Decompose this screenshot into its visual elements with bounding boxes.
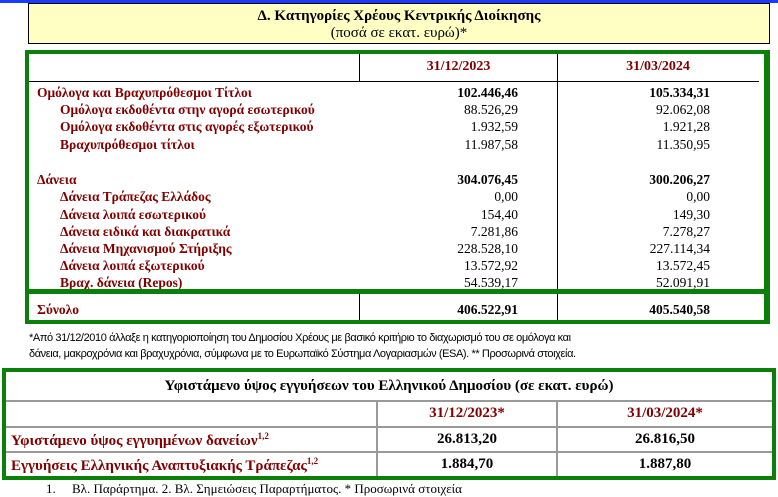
value-2024: 0,00 [686,189,710,204]
row-label: Δάνεια λοιπά εσωτερικού [60,207,207,222]
guarantees-title: Υφιστάμενο ύψος εγγυήσεων του Ελληνικού … [164,378,614,394]
value-2024: 227.114,34 [649,241,710,256]
table-row: Ομόλογα και Βραχυπρόθεσμοι Τίτλοι 102.44… [29,85,764,102]
value-2023: 304.076,45 [457,172,518,187]
note-line-1: *Από 31/12/2010 άλλαξε η κατηγοριοποίηση… [29,332,571,344]
row-label: Ομόλογα και Βραχυπρόθεσμοι Τίτλοι [37,85,252,100]
column-header-2023: 31/12/2023 [426,59,491,74]
total-separator [29,289,764,294]
value-2023: 88.526,29 [464,102,518,117]
total-label: Σύνολο [37,302,79,317]
value-2024: 11.350,95 [656,137,711,152]
table-row: Δάνεια 304.076,45 300.206,27 [29,172,764,189]
row-label: Δάνεια Μηχανισμού Στήριξης [60,241,232,256]
guarantee-2023: 1.884,70 [440,456,494,472]
guarantees-table: Υφιστάμενο ύψος εγγυήσεων του Ελληνικού … [2,368,776,480]
label-text: Υφιστάμενο ύψος εγγυημένων δανείων [11,433,258,449]
footnote-ref: 1,2 [306,456,319,466]
table-row: Δάνεια λοιπά εξωτερικού 13.572,92 13.572… [29,258,764,275]
total-2024: 405.540,58 [649,302,710,317]
value-2024: 105.334,31 [649,85,710,100]
footer-text: Βλ. Παράρτημα. 2. Βλ. Σημειώσεις Παραρτή… [72,481,462,496]
row-label: Δάνεια λοιπά εξωτερικού [60,258,205,273]
guarantee-label: Υφιστάμενο ύψος εγγυημένων δανείων1,2 [11,431,269,450]
value-2023: 11.987,58 [464,137,519,152]
value-2023: 13.572,92 [464,258,518,273]
label-text: Εγγυήσεις Ελληνικής Αναπτυξιακής Τράπεζα… [11,458,307,474]
row-label: Ομόλογα εκδοθέντα στις αγορές εξωτερικού [60,119,314,134]
total-row: Σύνολο 406.522,91 405.540,58 [29,302,764,319]
value-2023: 7.281,86 [470,224,518,239]
value-2024: 1.921,28 [662,119,710,134]
guarantee-row: Υφιστάμενο ύψος εγγυημένων δανείων1,2 26… [6,428,772,451]
section-title: Δ. Κατηγορίες Χρέους Κεντρικής Διοίκησης [257,8,541,24]
row-label: Βραχ. δάνεια (Repos) [60,275,183,290]
table-row: Βραχυπρόθεσμοι τίτλοι 11.987,58 11.350,9… [29,137,764,154]
value-2024: 7.278,27 [662,224,710,239]
row-label: Δάνεια ειδικά και διακρατικά [60,224,231,239]
table-row: Δάνεια λοιπά εσωτερικού 154,40 149,30 [29,207,764,224]
table-row: Βραχ. δάνεια (Repos) 54.539,17 52.091,91 [29,275,764,292]
value-2024: 52.091,91 [656,275,710,290]
guarantee-2024: 1.887,80 [638,456,692,472]
value-2023: 1.932,59 [470,119,518,134]
column-header-2024: 31/03/2024 [626,59,690,74]
note-line-2: δάνεια, μακροχρόνια και βραχυχρόνια, σύμ… [29,348,576,360]
value-2024: 92.062,08 [656,102,710,117]
table-row: Δάνεια Μηχανισμού Στήριξης 228.528,10 22… [29,241,764,258]
row-label: Ομόλογα εκδοθέντα στην αγορά εσωτερικού [60,102,315,117]
value-2023: 228.528,10 [457,241,518,256]
footnote-ref: 1,2 [257,431,269,441]
value-2024: 13.572,45 [656,258,710,273]
debt-categories-table: 31/12/2023 31/03/2024 Ομόλογα και Βραχυπ… [25,50,770,324]
value-2023: 54.539,17 [464,275,518,290]
section-header: Δ. Κατηγορίες Χρέους Κεντρικής Διοίκησης… [28,3,770,44]
row-label: Δάνεια [37,172,77,187]
table-row: Ομόλογα εκδοθέντα στις αγορές εξωτερικού… [29,119,764,136]
top-border [0,0,778,3]
table-row: Δάνεια Τράπεζας Ελλάδος 0,00 0,00 [29,189,764,206]
row-label: Βραχυπρόθεσμοι τίτλοι [60,137,195,152]
section-subtitle: (ποσά σε εκατ. ευρώ)* [330,25,468,41]
table-row: Δάνεια ειδικά και διακρατικά 7.281,86 7.… [29,224,764,241]
value-2023: 0,00 [494,189,518,204]
footer-number: 1. [46,481,56,496]
value-2024: 149,30 [672,207,710,222]
guarantees-column-2024: 31/03/2024* [627,405,703,421]
classification-note: *Από 31/12/2010 άλλαξε η κατηγοριοποίηση… [29,330,576,362]
table-row: Ομόλογα εκδοθέντα στην αγορά εσωτερικού … [29,102,764,119]
row-label: Δάνεια Τράπεζας Ελλάδος [60,189,211,204]
footer-note: 1. Βλ. Παράρτημα. 2. Βλ. Σημειώσεις Παρα… [46,481,462,497]
total-2023: 406.522,91 [457,302,518,317]
guarantee-row: Εγγυήσεις Ελληνικής Αναπτυξιακής Τράπεζα… [6,453,772,476]
value-2024: 300.206,27 [649,172,710,187]
guarantee-label: Εγγυήσεις Ελληνικής Αναπτυξιακής Τράπεζα… [11,456,318,475]
value-2023: 154,40 [480,207,518,222]
guarantee-2024: 26.816,50 [635,431,695,447]
guarantees-column-2023: 31/12/2023* [429,405,505,421]
value-2023: 102.446,46 [457,85,518,100]
guarantee-2023: 26.813,20 [437,431,497,447]
